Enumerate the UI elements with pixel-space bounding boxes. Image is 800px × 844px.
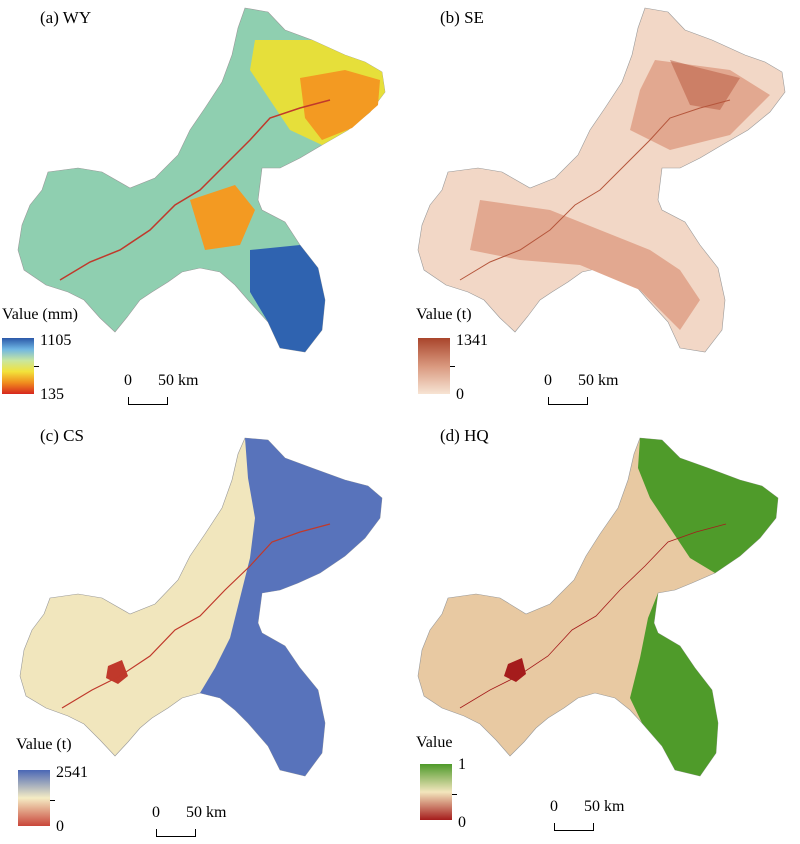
panel-wy: (a) WY Value (mm) 1105 135 0 50 km [0,0,400,418]
scale-line [548,397,588,405]
legend-title: Value (t) [16,736,72,753]
cs-high-zone [200,438,382,776]
legend-max-label: 1 [458,756,466,773]
scale-line [128,397,168,405]
legend-mid-tick [452,794,457,795]
scale-distance-label: 50 km [186,804,227,821]
legend-max-label: 1341 [456,332,488,349]
scale-distance-label: 50 km [158,372,199,389]
legend-max-label: 1105 [40,332,72,349]
wy-high-zone [250,245,325,352]
legend-color-bar [418,338,450,394]
panel-cs: (c) CS Value (t) 2541 0 0 50 km [0,418,400,837]
se-mid-zone-2 [470,200,700,330]
legend-max-label: 2541 [56,764,88,781]
scale-zero-label: 0 [544,372,552,389]
hq-low-zone [504,658,526,682]
legend-min-label: 0 [456,386,464,403]
legend-min-label: 135 [40,386,64,403]
scale-distance-label: 50 km [578,372,619,389]
scale-bar: 0 50 km [124,372,234,412]
scale-bar: 0 50 km [550,798,660,838]
cs-river [61,523,331,709]
legend-mid-tick [50,800,55,801]
legend-color-bar [2,338,34,394]
panel-title: (a) WY [40,8,92,27]
panel-title: (b) SE [440,8,484,27]
scale-bar: 0 50 km [152,804,262,844]
legend-color-bar [18,770,50,826]
scale-zero-label: 0 [124,372,132,389]
legend-title: Value [416,734,453,751]
legend-min-label: 0 [458,814,466,831]
wy-map [17,7,386,353]
wy-low-zone [300,70,380,140]
scale-zero-label: 0 [152,804,160,821]
scale-zero-label: 0 [550,798,558,815]
legend-title: Value (t) [416,306,472,323]
panel-title: (d) HQ [440,426,489,445]
hq-river [459,523,727,709]
hq-map [417,437,779,777]
panel-title: (c) CS [40,426,84,445]
se-river [459,99,731,281]
panel-hq: (d) HQ Value 1 0 0 50 km [400,418,800,836]
wy-river [59,99,331,281]
se-map [417,7,786,353]
scale-bar: 0 50 km [544,372,654,412]
legend-mid-tick [34,366,39,367]
panel-se: (b) SE Value (t) 1341 0 0 50 km [400,0,800,418]
hq-high-zone-2 [630,593,718,776]
legend-title: Value (mm) [2,306,78,323]
legend-min-label: 0 [56,818,64,835]
legend-color-bar [420,764,452,820]
cs-low-zone [106,660,128,684]
cs-map [19,437,383,777]
scale-line [554,823,594,831]
legend-mid-tick [450,366,455,367]
wy-low-zone-2 [190,185,255,250]
se-region [417,7,786,353]
hq-high-zone [638,438,778,573]
se-high-zone [670,60,740,110]
scale-distance-label: 50 km [584,798,625,815]
